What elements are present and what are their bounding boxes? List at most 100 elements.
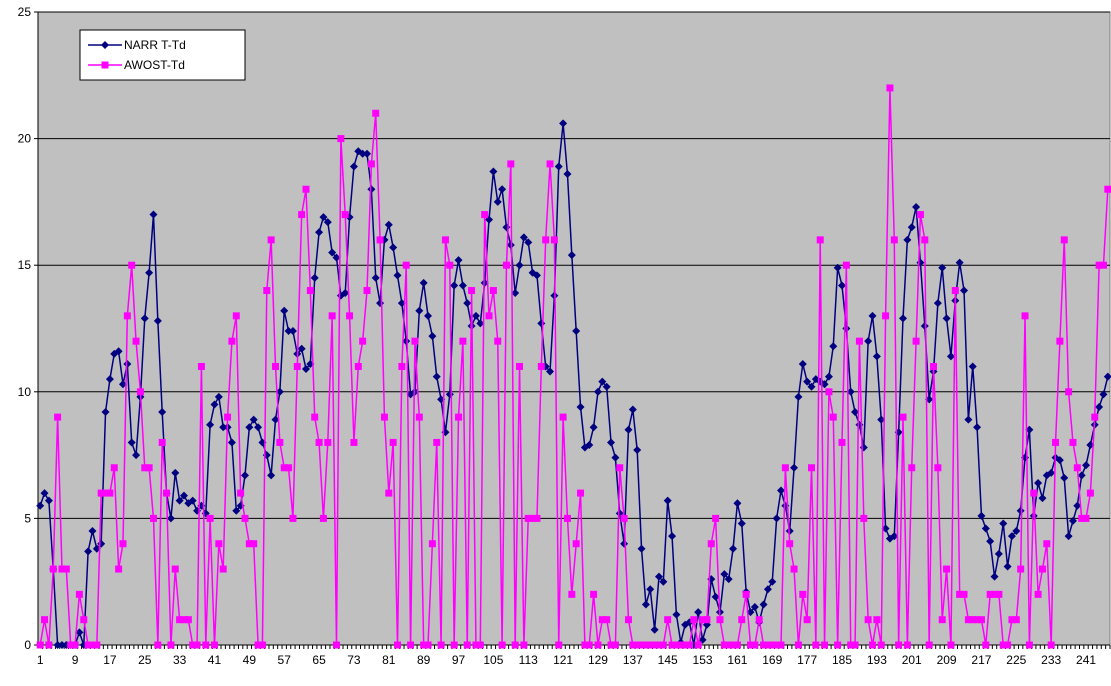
data-point <box>88 641 96 649</box>
data-point <box>372 109 380 117</box>
data-point <box>354 362 362 370</box>
data-point <box>1060 236 1068 244</box>
data-point <box>228 337 236 345</box>
data-point <box>476 319 485 328</box>
data-point <box>720 641 728 649</box>
data-point <box>323 218 332 227</box>
data-point <box>407 641 415 649</box>
data-point <box>947 641 955 649</box>
data-point <box>36 501 45 510</box>
data-point <box>838 281 846 290</box>
data-point <box>895 641 903 649</box>
data-point <box>629 641 637 649</box>
data-point <box>786 540 794 548</box>
data-point <box>820 380 829 389</box>
data-point <box>1104 185 1111 193</box>
data-point <box>71 641 79 649</box>
data-point <box>1073 501 1082 510</box>
data-point <box>62 565 70 573</box>
data-point <box>824 372 833 381</box>
data-point <box>1025 641 1033 649</box>
data-point <box>794 641 802 649</box>
data-point <box>468 287 476 295</box>
data-point <box>93 641 101 649</box>
legend-label: AWOST-Td <box>124 58 185 72</box>
data-point <box>860 514 868 522</box>
data-point <box>760 641 768 649</box>
data-point <box>358 149 367 158</box>
data-point <box>333 641 341 649</box>
data-point <box>118 380 127 389</box>
data-point <box>1060 473 1069 482</box>
x-tick-label: 49 <box>243 653 257 667</box>
data-point <box>955 258 964 267</box>
data-point <box>350 438 358 446</box>
data-point <box>1095 402 1104 411</box>
data-point <box>311 413 319 421</box>
data-point <box>738 616 746 624</box>
data-point <box>58 565 66 573</box>
data-point <box>890 532 899 541</box>
data-point <box>389 438 397 446</box>
data-point <box>563 170 572 179</box>
data-point <box>275 387 284 396</box>
data-point <box>589 423 598 432</box>
data-point <box>567 251 576 260</box>
x-tick-label: 57 <box>278 653 292 667</box>
data-point <box>869 641 877 649</box>
data-point <box>193 641 201 649</box>
data-point <box>293 362 301 370</box>
data-point <box>1082 514 1090 522</box>
data-point <box>646 641 654 649</box>
y-tick-label: 10 <box>18 385 32 399</box>
data-point <box>925 641 933 649</box>
data-point <box>411 337 419 345</box>
x-tick-label: 41 <box>208 653 222 667</box>
data-point <box>432 372 441 381</box>
data-point <box>101 408 110 417</box>
data-point <box>773 641 781 649</box>
data-point <box>454 256 463 265</box>
data-point <box>489 287 497 295</box>
data-point <box>851 641 859 649</box>
data-point <box>999 519 1008 528</box>
data-point <box>1065 388 1073 396</box>
data-point <box>1078 514 1086 522</box>
data-point <box>803 377 812 386</box>
data-point <box>607 641 615 649</box>
data-point <box>319 213 328 222</box>
data-point <box>1043 540 1051 548</box>
data-point <box>659 577 668 586</box>
data-point <box>271 362 279 370</box>
data-point <box>44 496 53 505</box>
data-point <box>1034 590 1042 598</box>
x-tick-label: 129 <box>588 653 608 667</box>
data-point <box>446 261 454 269</box>
data-point <box>550 236 558 244</box>
data-point <box>563 514 571 522</box>
data-point <box>799 590 807 598</box>
data-point <box>140 314 149 323</box>
data-point <box>934 464 942 472</box>
y-tick-label: 0 <box>24 638 31 652</box>
data-point <box>53 641 62 649</box>
data-point <box>171 565 179 573</box>
x-tick-label: 33 <box>173 653 187 667</box>
x-tick-label: 17 <box>103 653 117 667</box>
data-point <box>249 415 258 424</box>
data-point <box>616 464 624 472</box>
data-point <box>254 423 263 432</box>
data-point <box>415 306 424 315</box>
data-point <box>921 236 929 244</box>
data-point <box>938 263 947 272</box>
data-point <box>968 362 977 371</box>
data-point <box>733 641 741 649</box>
data-point <box>1052 438 1060 446</box>
data-point <box>681 641 689 649</box>
data-point <box>982 641 990 649</box>
data-point <box>202 641 210 649</box>
data-point <box>315 228 324 237</box>
data-point <box>237 489 245 497</box>
data-point <box>524 238 533 247</box>
